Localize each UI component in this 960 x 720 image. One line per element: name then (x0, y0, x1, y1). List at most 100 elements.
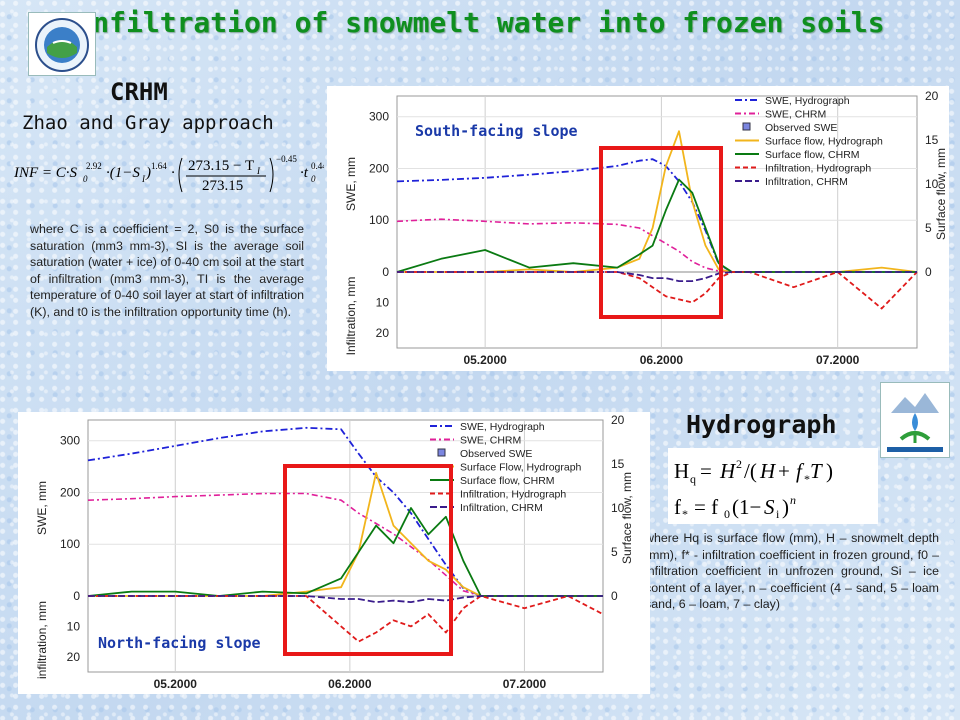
legend-label: Infiltration, Hydrograph (460, 489, 566, 501)
svg-text:T: T (810, 459, 823, 483)
svg-text:I: I (141, 174, 146, 184)
legend-marker (437, 448, 446, 457)
plot-frame (87, 419, 604, 673)
y2-tick-label: 5 (925, 221, 932, 235)
svg-text:*: * (682, 507, 688, 521)
y2-axis-label: Surface flow, mm (934, 148, 948, 240)
svg-text:0: 0 (83, 174, 88, 184)
svg-text:=: = (700, 459, 712, 483)
y2-axis-label: Surface flow, mm (620, 472, 634, 564)
y-axis-label-lower: infiltration, mm (35, 601, 49, 679)
x-tick-label: 07.2000 (816, 353, 860, 367)
y2-tick-label: 20 (611, 413, 625, 427)
plot-frame (396, 95, 918, 349)
y-axis-label-lower: Infiltration, mm (344, 277, 358, 356)
svg-text:0: 0 (311, 174, 316, 184)
legend-label: Observed SWE (765, 122, 837, 134)
svg-text:*: * (804, 472, 810, 486)
svg-text:): ) (826, 459, 833, 483)
y-tick-label: 200 (60, 485, 80, 499)
highlight-box (283, 464, 453, 656)
y-tick-label-lower: 10 (67, 619, 81, 633)
north-slope-chart: 05.2000 06.2000 07.2000 0 100 200 300 10 20 0 5 10 1… (18, 412, 650, 694)
y-tick-label: 0 (382, 265, 389, 279)
svg-text:+: + (778, 459, 790, 483)
y2-tick-label: 0 (611, 589, 618, 603)
svg-text:f: f (796, 459, 805, 483)
svg-text:273.15 − T: 273.15 − T (188, 158, 254, 174)
y2-tick-label: 10 (611, 501, 625, 515)
svg-text:−0.45: −0.45 (276, 154, 297, 164)
y-tick-label-lower: 10 (376, 295, 390, 309)
y-tick-label: 0 (73, 589, 80, 603)
hydrograph-description: where Hq is surface flow (mm), H – snowm… (645, 531, 939, 612)
y-axis-label: SWE, mm (344, 157, 358, 211)
svg-text:2.92: 2.92 (86, 161, 102, 171)
south-slope-chart: 05.2000 06.2000 07.2000 0 100 200 300 10 20 0 5 10 1… (327, 86, 949, 371)
legend-marker (742, 122, 751, 131)
x-tick-label: 06.2000 (640, 353, 684, 367)
legend-label: Infiltration, Hydrograph (765, 163, 871, 175)
svg-text:): ) (145, 165, 151, 181)
centre-for-hydrology-logo (28, 12, 96, 76)
legend-label: SWE, Hydrograph (765, 95, 850, 107)
y2-tick-label: 20 (925, 89, 939, 103)
legend-label: Surface flow, CHRM (765, 149, 860, 161)
x-tick-label: 05.2000 (154, 677, 198, 691)
svg-text:0.44: 0.44 (311, 161, 324, 171)
legend-label: SWE, CHRM (765, 109, 826, 121)
legend-label: Infiltration, CHRM (765, 176, 848, 188)
slope-label: North-facing slope (98, 634, 261, 652)
svg-text:q: q (690, 472, 696, 486)
x-tick-label: 05.2000 (463, 353, 507, 367)
y2-tick-label: 15 (611, 457, 625, 471)
crhm-formula: INF = C·S 0 2.92 ·(1−S I ) 1.64 · 273.15… (13, 148, 327, 196)
svg-text:f: f (674, 495, 681, 519)
y-tick-label-lower: 20 (376, 326, 390, 340)
svg-text:INF = C·S: INF = C·S (14, 165, 78, 181)
hydrograph-model-logo (880, 382, 950, 458)
svg-text:1.64: 1.64 (151, 161, 167, 171)
hydrograph-heading: Hydrograph (686, 410, 837, 439)
legend-label: SWE, CHRM (460, 435, 521, 447)
legend-label: Surface flow, Hydrograph (765, 136, 883, 148)
legend-label: Surface Flow, Hydrograph (460, 462, 582, 474)
svg-text:/(: /( (744, 459, 757, 483)
svg-text:I: I (256, 166, 261, 176)
y-axis-label: SWE, mm (35, 481, 49, 535)
svg-text:2: 2 (736, 457, 742, 471)
legend-label: Infiltration, CHRM (460, 502, 543, 514)
crhm-heading: CRHM (110, 78, 168, 106)
y2-tick-label: 15 (925, 133, 939, 147)
svg-text:H: H (719, 459, 737, 483)
svg-text:S: S (764, 495, 775, 519)
svg-text:·: · (171, 165, 175, 181)
slope-label: South-facing slope (415, 122, 578, 140)
y-tick-label: 100 (369, 213, 389, 227)
y-tick-label: 300 (60, 434, 80, 448)
legend-label: Surface flow, CHRM (460, 475, 555, 487)
y-tick-label: 100 (60, 537, 80, 551)
series-line-6 (88, 595, 603, 604)
svg-text:i: i (776, 507, 780, 521)
svg-text:·t: ·t (300, 165, 309, 181)
highlight-box (599, 146, 723, 319)
crhm-subtitle: Zhao and Gray approach (22, 112, 274, 134)
y-tick-label-lower: 20 (67, 650, 81, 664)
y-tick-label: 200 (369, 161, 389, 175)
svg-text:H: H (759, 459, 777, 483)
svg-text:(1−: (1− (732, 495, 761, 519)
svg-text:): ) (782, 495, 789, 519)
y2-tick-label: 5 (611, 545, 618, 559)
legend-label: Observed SWE (460, 448, 532, 460)
y2-tick-label: 0 (925, 265, 932, 279)
svg-text:0: 0 (724, 507, 730, 521)
svg-text:273.15: 273.15 (202, 178, 243, 194)
svg-text:n: n (790, 493, 796, 507)
page-title: Infiltration of snowmelt water into froz… (75, 6, 885, 39)
hydrograph-formula: H q = H 2 /( H + f * T ) f * = f 0 (1− S… (668, 448, 878, 524)
series-line-4 (396, 178, 917, 273)
svg-text:H: H (674, 459, 689, 483)
y2-tick-label: 10 (925, 177, 939, 191)
y-tick-label: 300 (369, 110, 389, 124)
